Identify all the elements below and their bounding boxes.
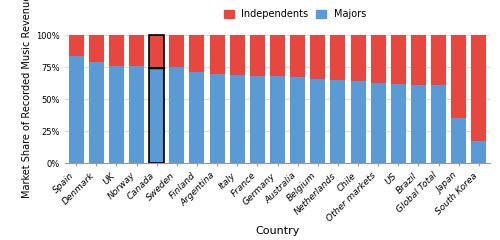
Bar [451,118,466,163]
Bar [149,68,164,163]
Bar [88,62,104,163]
Bar [310,35,326,79]
Bar [370,83,386,163]
Bar [68,35,84,56]
Bar [330,80,345,163]
Bar [391,35,406,84]
Bar [250,35,265,76]
Bar [190,72,204,163]
Bar [310,79,326,163]
Bar [431,35,446,85]
Bar [472,141,486,163]
Bar [210,35,224,74]
Y-axis label: Market Share of Recorded Music Revenue: Market Share of Recorded Music Revenue [22,0,32,198]
Bar [270,76,285,163]
Bar [169,67,184,163]
X-axis label: Country: Country [256,226,300,236]
Bar [330,35,345,80]
Bar [129,35,144,66]
Bar [210,74,224,163]
Bar [230,75,245,163]
Bar [370,35,386,83]
Bar [350,81,366,163]
Bar [169,35,184,67]
Bar [451,35,466,118]
Bar [350,35,366,81]
Bar [129,66,144,163]
Bar [149,68,164,163]
Bar [109,35,124,66]
Bar [391,84,406,163]
Bar [230,35,245,75]
Bar [109,66,124,163]
Bar [431,85,446,163]
Bar [290,78,305,163]
Bar [88,35,104,62]
Bar [190,35,204,72]
Legend: Independents, Majors: Independents, Majors [224,9,366,19]
Bar [472,35,486,141]
Bar [68,56,84,163]
Bar [411,35,426,85]
Bar [149,35,164,68]
Bar [270,35,285,76]
Bar [250,76,265,163]
Bar [411,85,426,163]
Bar [290,35,305,78]
Bar [149,35,164,68]
